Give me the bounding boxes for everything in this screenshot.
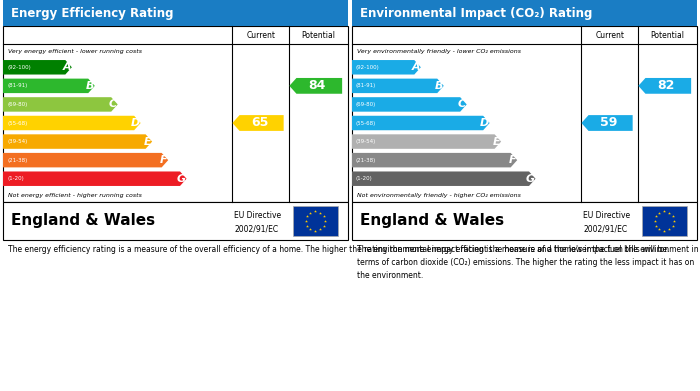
Polygon shape (638, 78, 691, 94)
Polygon shape (3, 135, 152, 149)
Text: (81-91): (81-91) (356, 83, 377, 88)
Polygon shape (3, 116, 141, 130)
Text: C: C (108, 99, 117, 109)
Polygon shape (289, 78, 342, 94)
Text: E: E (144, 136, 151, 147)
Text: 2002/91/EC: 2002/91/EC (583, 224, 627, 233)
Text: D: D (130, 118, 140, 128)
Text: 59: 59 (600, 117, 617, 129)
Text: The environmental impact rating is a measure of a home's impact on the environme: The environmental impact rating is a mea… (357, 245, 699, 280)
Polygon shape (352, 135, 501, 149)
Bar (293, 206, 337, 236)
Polygon shape (3, 153, 168, 167)
Text: B: B (85, 81, 94, 91)
Text: Not energy efficient - higher running costs: Not energy efficient - higher running co… (8, 192, 142, 197)
Text: (69-80): (69-80) (356, 102, 377, 107)
Text: G: G (176, 174, 186, 184)
Polygon shape (232, 115, 284, 131)
Polygon shape (352, 172, 536, 186)
Text: Energy Efficiency Rating: Energy Efficiency Rating (11, 7, 174, 20)
Text: (92-100): (92-100) (356, 65, 379, 70)
Text: EU Directive: EU Directive (583, 211, 630, 220)
Text: Potential: Potential (651, 30, 685, 39)
Bar (3, 202, 348, 240)
Text: Potential: Potential (302, 30, 336, 39)
Text: England & Wales: England & Wales (11, 213, 155, 228)
Text: (1-20): (1-20) (7, 176, 24, 181)
Text: B: B (434, 81, 443, 91)
Text: G: G (526, 174, 535, 184)
Text: The energy efficiency rating is a measure of the overall efficiency of a home. T: The energy efficiency rating is a measur… (8, 245, 669, 254)
Polygon shape (352, 60, 421, 75)
Polygon shape (352, 153, 517, 167)
Text: A: A (62, 62, 71, 72)
Text: (39-54): (39-54) (356, 139, 377, 144)
Text: (81-91): (81-91) (7, 83, 27, 88)
Text: D: D (480, 118, 489, 128)
Polygon shape (352, 97, 467, 112)
Polygon shape (3, 79, 94, 93)
Text: Very environmentally friendly - lower CO₂ emissions: Very environmentally friendly - lower CO… (357, 48, 521, 54)
Text: (69-80): (69-80) (7, 102, 27, 107)
Text: C: C (458, 99, 466, 109)
Text: 84: 84 (309, 79, 326, 92)
Polygon shape (352, 79, 444, 93)
Text: (21-38): (21-38) (7, 158, 27, 163)
Text: Very energy efficient - lower running costs: Very energy efficient - lower running co… (8, 48, 142, 54)
Text: Not environmentally friendly - higher CO₂ emissions: Not environmentally friendly - higher CO… (357, 192, 521, 197)
Bar (352, 202, 697, 240)
Text: (92-100): (92-100) (7, 65, 31, 70)
Text: E: E (493, 136, 500, 147)
Text: (55-68): (55-68) (356, 120, 377, 126)
Text: F: F (509, 155, 516, 165)
Text: (39-54): (39-54) (7, 139, 27, 144)
Text: England & Wales: England & Wales (360, 213, 504, 228)
Text: Current: Current (596, 30, 624, 39)
Polygon shape (3, 97, 118, 112)
Text: Environmental Impact (CO₂) Rating: Environmental Impact (CO₂) Rating (360, 7, 592, 20)
Polygon shape (3, 172, 186, 186)
Polygon shape (582, 115, 633, 131)
Text: (1-20): (1-20) (356, 176, 372, 181)
Text: (55-68): (55-68) (7, 120, 27, 126)
Bar (352, 0, 697, 26)
Bar (642, 206, 687, 236)
Bar (352, 26, 697, 202)
Text: A: A (411, 62, 420, 72)
Bar (3, 0, 348, 26)
Text: (21-38): (21-38) (356, 158, 377, 163)
Polygon shape (352, 116, 490, 130)
Bar (3, 26, 348, 202)
Text: F: F (160, 155, 167, 165)
Text: 65: 65 (251, 117, 268, 129)
Polygon shape (3, 60, 72, 75)
Text: 2002/91/EC: 2002/91/EC (234, 224, 279, 233)
Text: EU Directive: EU Directive (234, 211, 281, 220)
Text: 82: 82 (657, 79, 675, 92)
Text: Current: Current (246, 30, 275, 39)
